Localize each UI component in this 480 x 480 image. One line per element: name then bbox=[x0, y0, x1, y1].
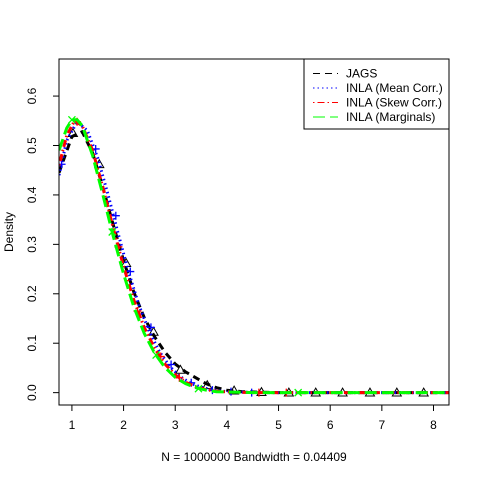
x-axis-title: N = 1000000 Bandwidth = 0.04409 bbox=[161, 450, 347, 464]
series-line bbox=[59, 119, 449, 395]
series-line bbox=[59, 118, 449, 395]
y-tick-label: 0.5 bbox=[25, 137, 39, 154]
x-marker bbox=[108, 228, 117, 236]
series-3 bbox=[59, 115, 449, 397]
plus-marker bbox=[111, 211, 120, 220]
y-axis: 0.0 0.1 0.2 0.3 0.4 0.5 0.6 bbox=[25, 87, 59, 401]
x-tick-label: 2 bbox=[120, 418, 127, 432]
plus-marker bbox=[146, 323, 155, 332]
series-2 bbox=[59, 117, 449, 397]
legend-label: JAGS bbox=[346, 67, 377, 81]
x-axis: 1 2 3 4 5 6 7 8 bbox=[69, 405, 437, 432]
y-tick-label: 0.6 bbox=[25, 87, 39, 104]
series-line bbox=[59, 118, 449, 395]
legend-box bbox=[303, 58, 450, 130]
series-1 bbox=[59, 119, 449, 397]
triangle-marker bbox=[67, 127, 79, 138]
legend-label: INLA (Mean Corr.) bbox=[346, 81, 443, 95]
x-tick-label: 1 bbox=[69, 418, 76, 432]
plot-frame bbox=[58, 58, 450, 406]
x-marker bbox=[194, 384, 203, 393]
y-tick-label: 0.2 bbox=[25, 285, 39, 302]
x-tick-label: 6 bbox=[327, 418, 334, 432]
x-tick-label: 4 bbox=[224, 418, 231, 432]
x-tick-label: 8 bbox=[430, 418, 437, 432]
legend-label: INLA (Marginals) bbox=[346, 110, 435, 124]
x-marker bbox=[294, 388, 303, 397]
y-tick-label: 0.3 bbox=[25, 236, 39, 253]
triangle-marker bbox=[228, 385, 240, 395]
series-layer bbox=[59, 115, 449, 397]
y-tick-label: 0.1 bbox=[25, 335, 39, 352]
series-0 bbox=[59, 127, 449, 397]
x-tick-label: 7 bbox=[379, 418, 386, 432]
plus-marker bbox=[167, 360, 176, 369]
plus-marker bbox=[59, 160, 66, 169]
plus-marker bbox=[126, 267, 135, 276]
triangle-marker bbox=[175, 364, 186, 374]
x-tick-label: 5 bbox=[275, 418, 282, 432]
y-tick-label: 0.0 bbox=[25, 384, 39, 401]
y-axis-title: Density bbox=[2, 212, 16, 252]
x-tick-label: 3 bbox=[172, 418, 179, 432]
x-marker bbox=[152, 351, 161, 360]
x-marker bbox=[67, 115, 76, 124]
plus-marker bbox=[175, 373, 184, 382]
legend-label: INLA (Skew Corr.) bbox=[346, 96, 442, 110]
series-line bbox=[59, 129, 449, 395]
y-tick-label: 0.4 bbox=[25, 186, 39, 203]
